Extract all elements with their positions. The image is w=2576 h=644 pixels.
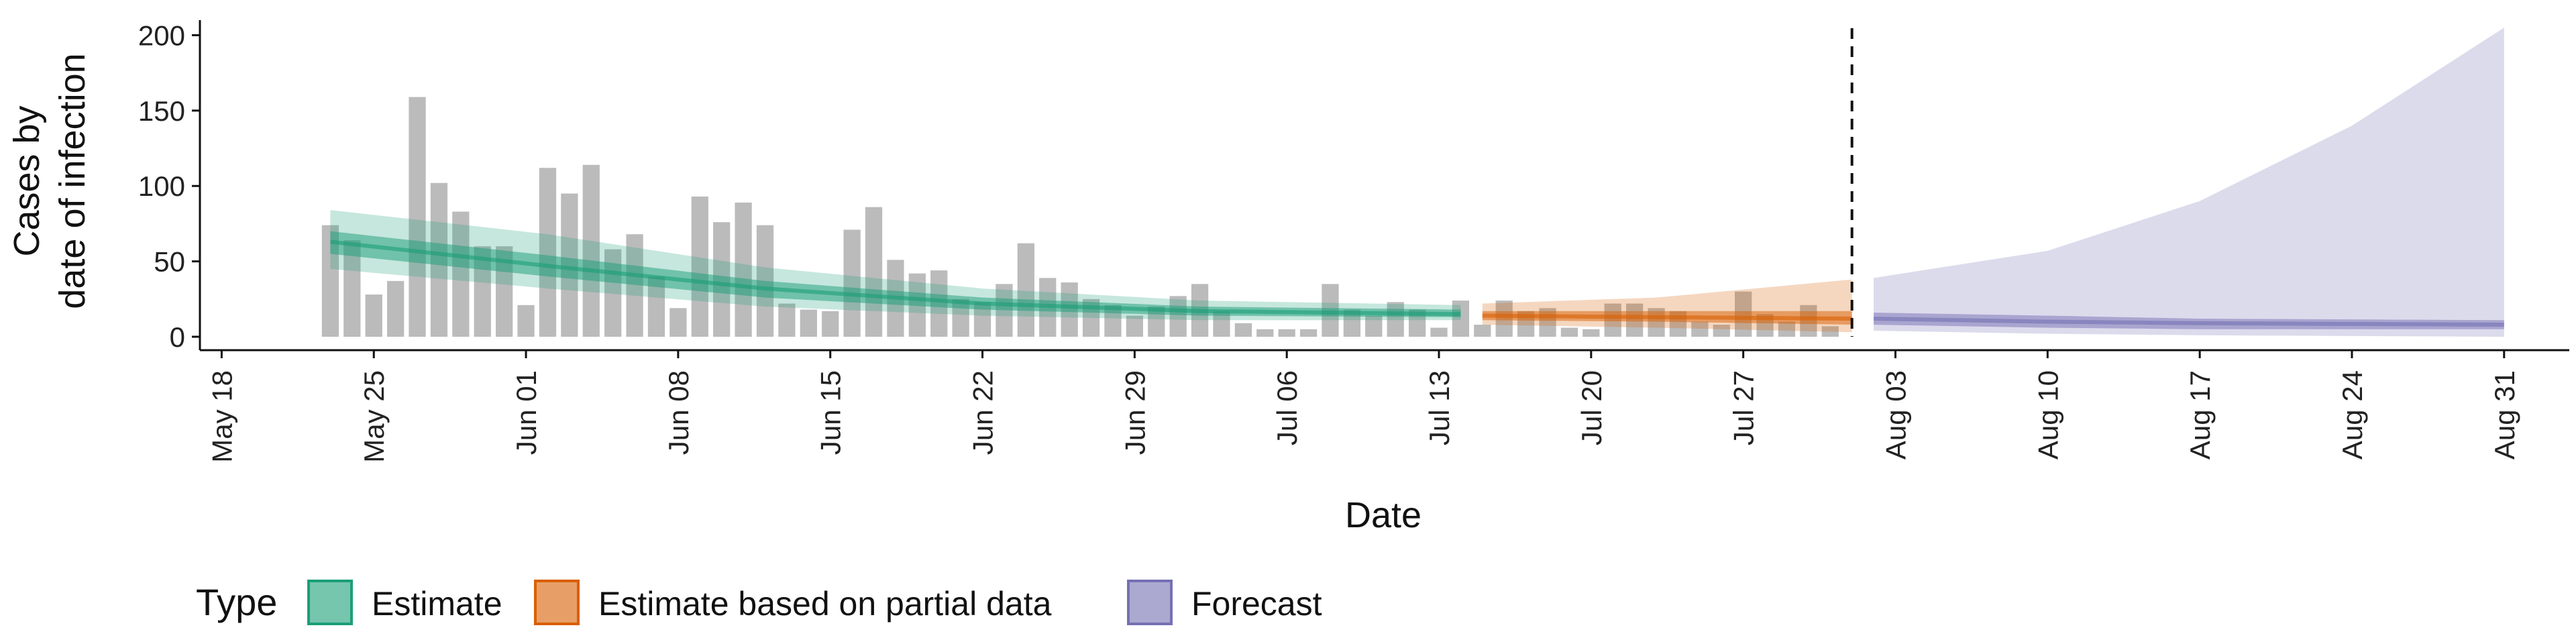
reported-cases-bar [582,164,600,337]
x-tick-label: Jul 20 [1576,370,1607,445]
legend-label: Forecast [1191,585,1322,623]
reported-cases-bar [669,308,687,337]
x-tick-label: Jun 08 [663,370,694,455]
x-tick-label: Jul 06 [1271,370,1303,445]
reported-cases-bar [365,294,382,337]
x-tick-label: Aug 03 [1880,370,1911,460]
y-axis-title-line-1: Cases by [7,105,47,256]
reported-cases-bar [517,305,535,337]
y-tick-label: 200 [138,19,185,51]
reported-cases-bar [1474,325,1491,337]
x-tick-label: Jun 29 [1119,370,1150,455]
reported-cases-bar [1278,329,1295,337]
x-tick-label: Jun 22 [967,370,999,455]
x-tick-label: May 18 [206,370,237,463]
reported-cases-bar [387,280,405,337]
legend-title: Type [196,581,277,623]
x-tick-label: Jul 13 [1424,370,1455,445]
partial-estimate-median-line [1482,313,1852,321]
estimate-outer-band [330,210,1461,321]
reported-cases-bar [822,311,839,337]
legend-label: Estimate based on partial data [598,585,1052,623]
x-tick-label: May 25 [358,370,390,463]
x-tick-label: Aug 17 [2184,370,2216,460]
axes: Cases by date of infection Date 0 50 100 15… [7,19,2569,535]
estimate-median-line [330,239,1461,317]
reported-cases-bar [1430,327,1448,337]
reported-cases-bar [539,168,557,337]
reported-cases-bar [1017,243,1034,337]
reported-cases-bar [1778,321,1796,337]
reported-cases-bar [1713,325,1730,337]
reported-cases-bar [1582,329,1600,337]
reported-cases-bar [1169,296,1187,337]
y-tick-label: 0 [170,321,185,353]
reported-cases-bar [1387,302,1404,337]
x-tick-label: Aug 24 [2337,370,2368,460]
reported-cases-bar [626,234,643,337]
forecast-median-line [1874,317,2504,327]
y-axis-title-line-2: date of infection [52,53,93,309]
y-tick-label: 100 [138,170,185,202]
reported-cases-bar [1299,329,1318,337]
reported-cases-bar [1365,315,1383,337]
partial-estimate-outer-band [1482,279,1852,333]
reported-cases-bar [865,207,883,337]
legend: Type Estimate Estimate based on partial d… [196,580,1322,625]
reported-cases-bar [735,202,752,337]
y-tick-label: 150 [138,95,185,127]
legend-label: Estimate [372,585,502,623]
reported-cases-bar [1560,327,1578,337]
x-tick-label: Aug 10 [2032,370,2063,460]
reported-cases-bar [1452,301,1470,337]
estimate-inner-band [330,231,1461,317]
reported-cases-bar [1691,321,1709,337]
reported-cases-bar [843,229,861,337]
reported-cases-bar [409,97,426,337]
x-tick-label: Jun 15 [815,370,847,455]
legend-swatch [534,580,580,625]
plot-area [321,28,2504,337]
y-tick-label: 50 [154,246,185,278]
reported-cases-bar [1234,323,1252,337]
reported-cases-bar [1256,329,1274,337]
x-tick-label: Jul 27 [1728,370,1760,445]
legend-swatch [307,580,353,625]
forecast-outer-band [1874,28,2504,337]
reported-cases-bar [691,196,708,337]
legend-swatch [1127,580,1173,625]
reported-cases-bar [452,211,470,337]
x-tick-label: Aug 31 [2489,370,2520,460]
x-tick-label: Jun 01 [511,370,542,455]
x-axis-title: Date [1345,495,1421,535]
reported-cases-bar [778,303,796,337]
reported-cases-bar [1821,326,1839,337]
reported-cases-bar [800,309,817,337]
reported-cases-bar [1126,315,1143,337]
